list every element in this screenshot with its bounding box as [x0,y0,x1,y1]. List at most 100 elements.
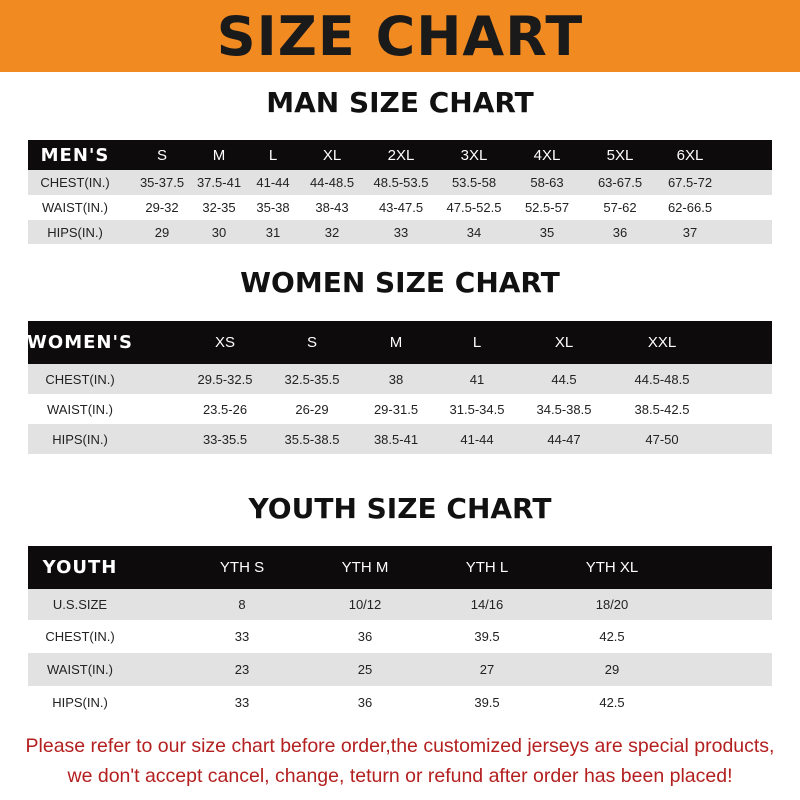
table-cell: 33-35.5 [202,431,248,447]
table-row: U.S.SIZE 8 10/12 14/16 18/20 [28,589,772,620]
row-label: CHEST(IN.) [40,175,110,190]
table-cell: 41-44 [460,431,494,447]
table-cell: 29-31.5 [373,401,419,417]
table-cell: 43-47.5 [378,200,424,215]
table-cell: L [268,146,278,164]
table-cell: 37 [682,224,698,240]
table-cell: YTH S [219,559,265,576]
table-cell: 25 [357,662,373,677]
table-row: HIPS(IN.) 29 30 31 32 33 34 35 36 37 [28,220,772,244]
table-cell: 38-43 [315,200,349,215]
table-row: WAIST(IN.) 23.5-26 26-29 29-31.5 31.5-34.5 34… [28,394,772,424]
footer-notice-line-2: we don't accept cancel, change, teturn o… [67,765,733,787]
table-cell: 3XL [460,146,488,164]
men-chart-title: MAN SIZE CHART [266,86,534,119]
row-label: WAIST(IN.) [47,401,113,417]
youth-chart-title: YOUTH SIZE CHART [248,492,552,525]
table-cell: 38 [388,371,404,387]
row-label: YOUTH [42,557,118,578]
size-chart-banner: SIZE CHART [0,0,800,72]
table-row: WAIST(IN.) 23 25 27 29 [28,653,772,686]
table-cell: M [389,334,403,351]
table-cell: 38.5-41 [373,431,419,447]
table-cell: 35.5-38.5 [284,431,340,447]
table-cell: S [306,334,318,351]
row-label: MEN'S [40,144,110,166]
table-cell: 30 [211,224,227,240]
table-cell: 23 [234,662,250,677]
table-cell: 34.5-38.5 [536,401,592,417]
table-cell: 6XL [676,146,704,164]
table-cell: 35-38 [256,200,290,215]
table-cell: 48.5-53.5 [373,175,429,190]
table-cell: XS [214,334,236,351]
table-cell: XXL [647,334,677,351]
table-cell: 53.5-58 [451,175,497,190]
table-row: CHEST(IN.) 29.5-32.5 32.5-35.5 38 41 44.5 44.5… [28,364,772,394]
table-header-row: MEN'S S M L XL 2XL 3XL 4XL 5XL 6XL [28,140,772,170]
table-cell: 35 [539,224,555,240]
table-cell: 2XL [387,146,415,164]
row-label: CHEST(IN.) [45,629,115,644]
table-cell: 44-48.5 [309,175,355,190]
table-cell: 35-37.5 [139,175,185,190]
table-cell: 32 [324,224,340,240]
table-cell: YTH L [465,559,509,576]
table-cell: 36 [357,629,373,644]
table-cell: 42.5 [599,694,625,710]
row-label: HIPS(IN.) [52,694,108,710]
table-row: HIPS(IN.) 33-35.5 35.5-38.5 38.5-41 41-44 44-… [28,424,772,454]
table-cell: 42.5 [599,629,625,644]
table-cell: 58-63 [530,175,564,190]
men-size-table: MEN'S S M L XL 2XL 3XL 4XL 5XL 6XL CHEST(IN.) 35-37… [28,140,772,244]
table-cell: 33 [234,694,250,710]
table-cell: 39.5 [474,694,500,710]
table-cell: 29.5-32.5 [197,371,253,387]
table-cell: 18/20 [595,597,629,612]
table-cell: L [472,334,482,351]
table-cell: 32.5-35.5 [284,371,340,387]
table-cell: 52.5-57 [524,200,570,215]
table-cell: 33 [234,629,250,644]
table-cell: YTH M [341,559,389,576]
row-label: U.S.SIZE [52,597,108,612]
table-cell: 5XL [606,146,634,164]
row-label: CHEST(IN.) [45,371,115,387]
table-header-row: WOMEN'S XS S M L XL XXL [27,321,772,364]
table-cell: 36 [357,694,373,710]
table-row: HIPS(IN.) 33 36 39.5 42.5 [28,686,772,718]
table-cell: 33 [393,224,409,240]
table-cell: 31 [265,224,281,240]
table-cell: XL [554,334,574,351]
table-cell: 41 [469,371,485,387]
table-cell: 67.5-72 [667,175,713,190]
table-cell: 31.5-34.5 [449,401,505,417]
women-chart-title: WOMEN SIZE CHART [240,266,560,299]
table-cell: 32-35 [202,200,236,215]
table-cell: 44.5-48.5 [634,371,690,387]
table-cell: 38.5-42.5 [634,401,690,417]
table-cell: 41-44 [256,175,290,190]
table-cell: 36 [612,224,628,240]
table-cell: 23.5-26 [202,401,248,417]
table-row: WAIST(IN.) 29-32 32-35 35-38 38-43 43-47.5 47.… [28,195,772,220]
youth-size-table: YOUTH YTH S YTH M YTH L YTH XL U.S.SIZE 8 10/12… [28,546,772,718]
table-cell: XL [322,146,342,164]
table-row: CHEST(IN.) 35-37.5 37.5-41 41-44 44-48.5 48.5… [28,170,772,195]
table-cell: 8 [238,597,246,612]
table-row: CHEST(IN.) 33 36 39.5 42.5 [28,620,772,653]
table-cell: 47.5-52.5 [446,200,502,215]
row-label: WOMEN'S [27,332,133,353]
table-cell: 26-29 [295,401,329,417]
table-cell: 14/16 [470,597,504,612]
table-header-row: YOUTH YTH S YTH M YTH L YTH XL [28,546,772,589]
table-cell: 29-32 [145,200,179,215]
table-cell: 29 [604,662,620,677]
table-cell: 27 [479,662,495,677]
table-cell: 4XL [533,146,561,164]
table-cell: 47-50 [645,431,679,447]
row-label: HIPS(IN.) [47,224,103,240]
table-cell: 34 [466,224,482,240]
table-cell: 57-62 [603,200,637,215]
table-cell: M [212,146,226,164]
